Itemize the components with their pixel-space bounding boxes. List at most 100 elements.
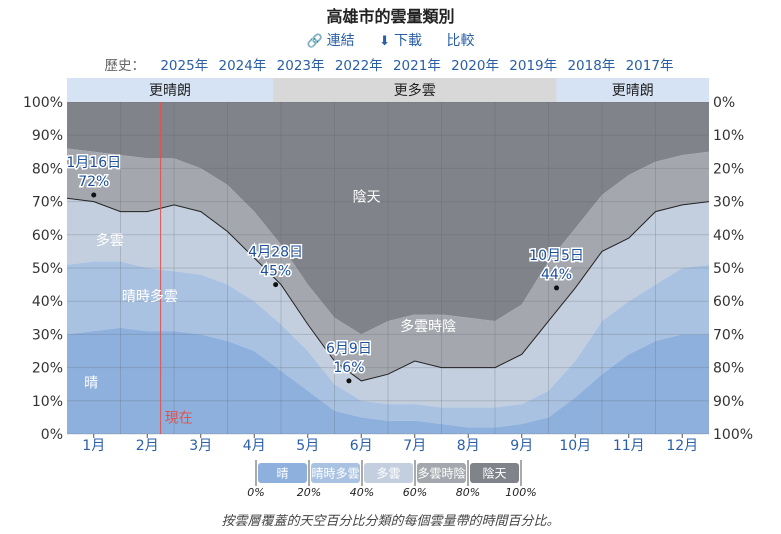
annotation-value: 72% xyxy=(78,174,109,190)
band-overcast xyxy=(67,102,709,335)
legend-label: 陰天 xyxy=(482,467,506,481)
x-tick: 4月 xyxy=(243,438,266,454)
y-left-tick: 10% xyxy=(32,394,63,410)
y-right-tick: 60% xyxy=(713,294,744,310)
y-left-tick: 30% xyxy=(32,327,63,343)
band-label: 晴時多雲 xyxy=(122,288,178,305)
annotation-value: 45% xyxy=(260,264,291,280)
season-label: 更晴朗 xyxy=(149,83,191,99)
y-right-tick: 80% xyxy=(713,361,744,377)
y-left-tick: 40% xyxy=(32,294,63,310)
band-label: 多雲 xyxy=(96,232,124,249)
compare-button[interactable]: 比較 xyxy=(446,33,475,49)
download-icon: ⬇ xyxy=(379,34,391,49)
download-label: 下載 xyxy=(394,33,423,49)
band-mostly_cloudy xyxy=(67,148,709,381)
band-mostly_clear xyxy=(67,261,709,428)
season-band xyxy=(556,78,709,102)
annotation-point xyxy=(554,285,560,291)
season-label: 更多雲 xyxy=(394,82,436,99)
legend-swatch xyxy=(311,463,360,483)
history-year-link[interactable]: 2017年 xyxy=(625,58,674,74)
legend-label: 晴時多雲 xyxy=(311,467,359,481)
page-title: 高雄市的雲量類別 xyxy=(326,7,455,26)
x-tick: 1月 xyxy=(82,438,105,454)
y-right-tick: 90% xyxy=(713,394,744,410)
history-year-link[interactable]: 2021年 xyxy=(392,58,441,74)
cloud-cover-chart: 更晴朗 更多雲 更晴朗現在陰天多雲晴時多雲多雲時陰晴1月16日72%4月28日45%… xyxy=(23,78,753,499)
history-year-link[interactable]: 2020年 xyxy=(451,58,499,74)
x-tick: 10月 xyxy=(559,438,591,454)
y-left-tick: 80% xyxy=(32,161,63,177)
y-left-tick: 100% xyxy=(23,95,63,111)
y-right-tick: 20% xyxy=(713,161,744,177)
y-right-tick: 0% xyxy=(713,95,735,111)
history-bar: 歷史： 2025年 2024年 2023年 2022年 2021年 2020年 … xyxy=(0,54,781,74)
season-band xyxy=(272,78,557,102)
band-label: 多雲時陰 xyxy=(400,318,456,335)
x-tick: 6月 xyxy=(350,438,373,454)
history-year-link[interactable]: 2022年 xyxy=(334,58,383,74)
legend-swatch xyxy=(364,463,413,483)
legend-label: 晴 xyxy=(276,467,288,481)
history-year-link[interactable]: 2024年 xyxy=(218,58,267,74)
annotation-point xyxy=(91,192,97,198)
legend-tick-label: 20% xyxy=(297,486,321,499)
legend-swatch xyxy=(258,463,307,483)
y-left-tick: 90% xyxy=(32,128,63,144)
x-tick: 8月 xyxy=(457,438,480,454)
legend-tick-label: 40% xyxy=(350,486,374,499)
y-left-tick: 60% xyxy=(32,228,63,244)
legend-tick-label: 0% xyxy=(247,486,264,499)
band-clear xyxy=(67,327,709,434)
legend-swatch xyxy=(470,463,519,483)
legend-label: 多雲時陰 xyxy=(417,467,465,481)
annotation-date: 4月28日 xyxy=(248,245,303,261)
band-partly_cloudy xyxy=(67,198,709,408)
y-right-tick: 10% xyxy=(713,128,744,144)
x-tick: 2月 xyxy=(136,438,159,454)
annotation-date: 10月5日 xyxy=(529,248,584,264)
chart-footnote: 按雲層覆蓋的天空百分比分類的每個雲量帶的時間百分比。 xyxy=(221,514,560,529)
legend-tick-label: 60% xyxy=(403,486,427,499)
x-tick: 11月 xyxy=(613,438,645,454)
link-icon: 🔗 xyxy=(306,34,323,49)
band-label: 晴 xyxy=(84,376,98,392)
season-label: 更晴朗 xyxy=(612,83,654,99)
annotation-date: 1月16日 xyxy=(66,155,121,171)
link-label: 連結 xyxy=(326,33,355,49)
link-button[interactable]: 🔗 連結 xyxy=(307,33,355,49)
now-label: 現在 xyxy=(165,410,193,426)
legend-swatch xyxy=(417,463,466,483)
history-year-link[interactable]: 2023年 xyxy=(276,58,325,74)
annotation-value: 44% xyxy=(541,267,572,283)
legend-tick-label: 100% xyxy=(505,486,536,499)
clearer-boundary-line xyxy=(66,197,710,382)
y-left-tick: 70% xyxy=(32,195,63,211)
legend-tick-label: 80% xyxy=(456,486,480,499)
annotation-date: 6月9日 xyxy=(326,341,372,357)
x-tick: 5月 xyxy=(296,438,319,454)
history-year-link[interactable]: 2025年 xyxy=(160,58,209,74)
history-year-link[interactable]: 2018年 xyxy=(567,58,616,74)
download-button[interactable]: ⬇ 下載 xyxy=(379,33,422,49)
annotation-value: 16% xyxy=(333,360,364,376)
y-right-tick: 70% xyxy=(713,327,744,343)
y-left-tick: 20% xyxy=(32,361,63,377)
legend-label: 多雲 xyxy=(376,467,400,481)
x-tick: 12月 xyxy=(666,438,698,454)
action-links: 🔗 連結 ⬇ 下載 比較 xyxy=(0,30,781,50)
y-right-tick: 30% xyxy=(713,195,744,211)
y-right-tick: 100% xyxy=(713,427,753,443)
y-right-tick: 50% xyxy=(713,261,744,277)
x-tick: 9月 xyxy=(510,438,533,454)
band-label: 陰天 xyxy=(353,190,381,206)
y-right-tick: 40% xyxy=(713,228,744,244)
history-year-link[interactable]: 2019年 xyxy=(509,58,558,74)
annotation-point xyxy=(346,378,352,384)
history-label: 歷史： xyxy=(104,58,146,74)
season-band xyxy=(67,78,273,102)
y-left-tick: 0% xyxy=(41,427,63,443)
y-left-tick: 50% xyxy=(32,261,63,277)
x-tick: 3月 xyxy=(189,438,212,454)
